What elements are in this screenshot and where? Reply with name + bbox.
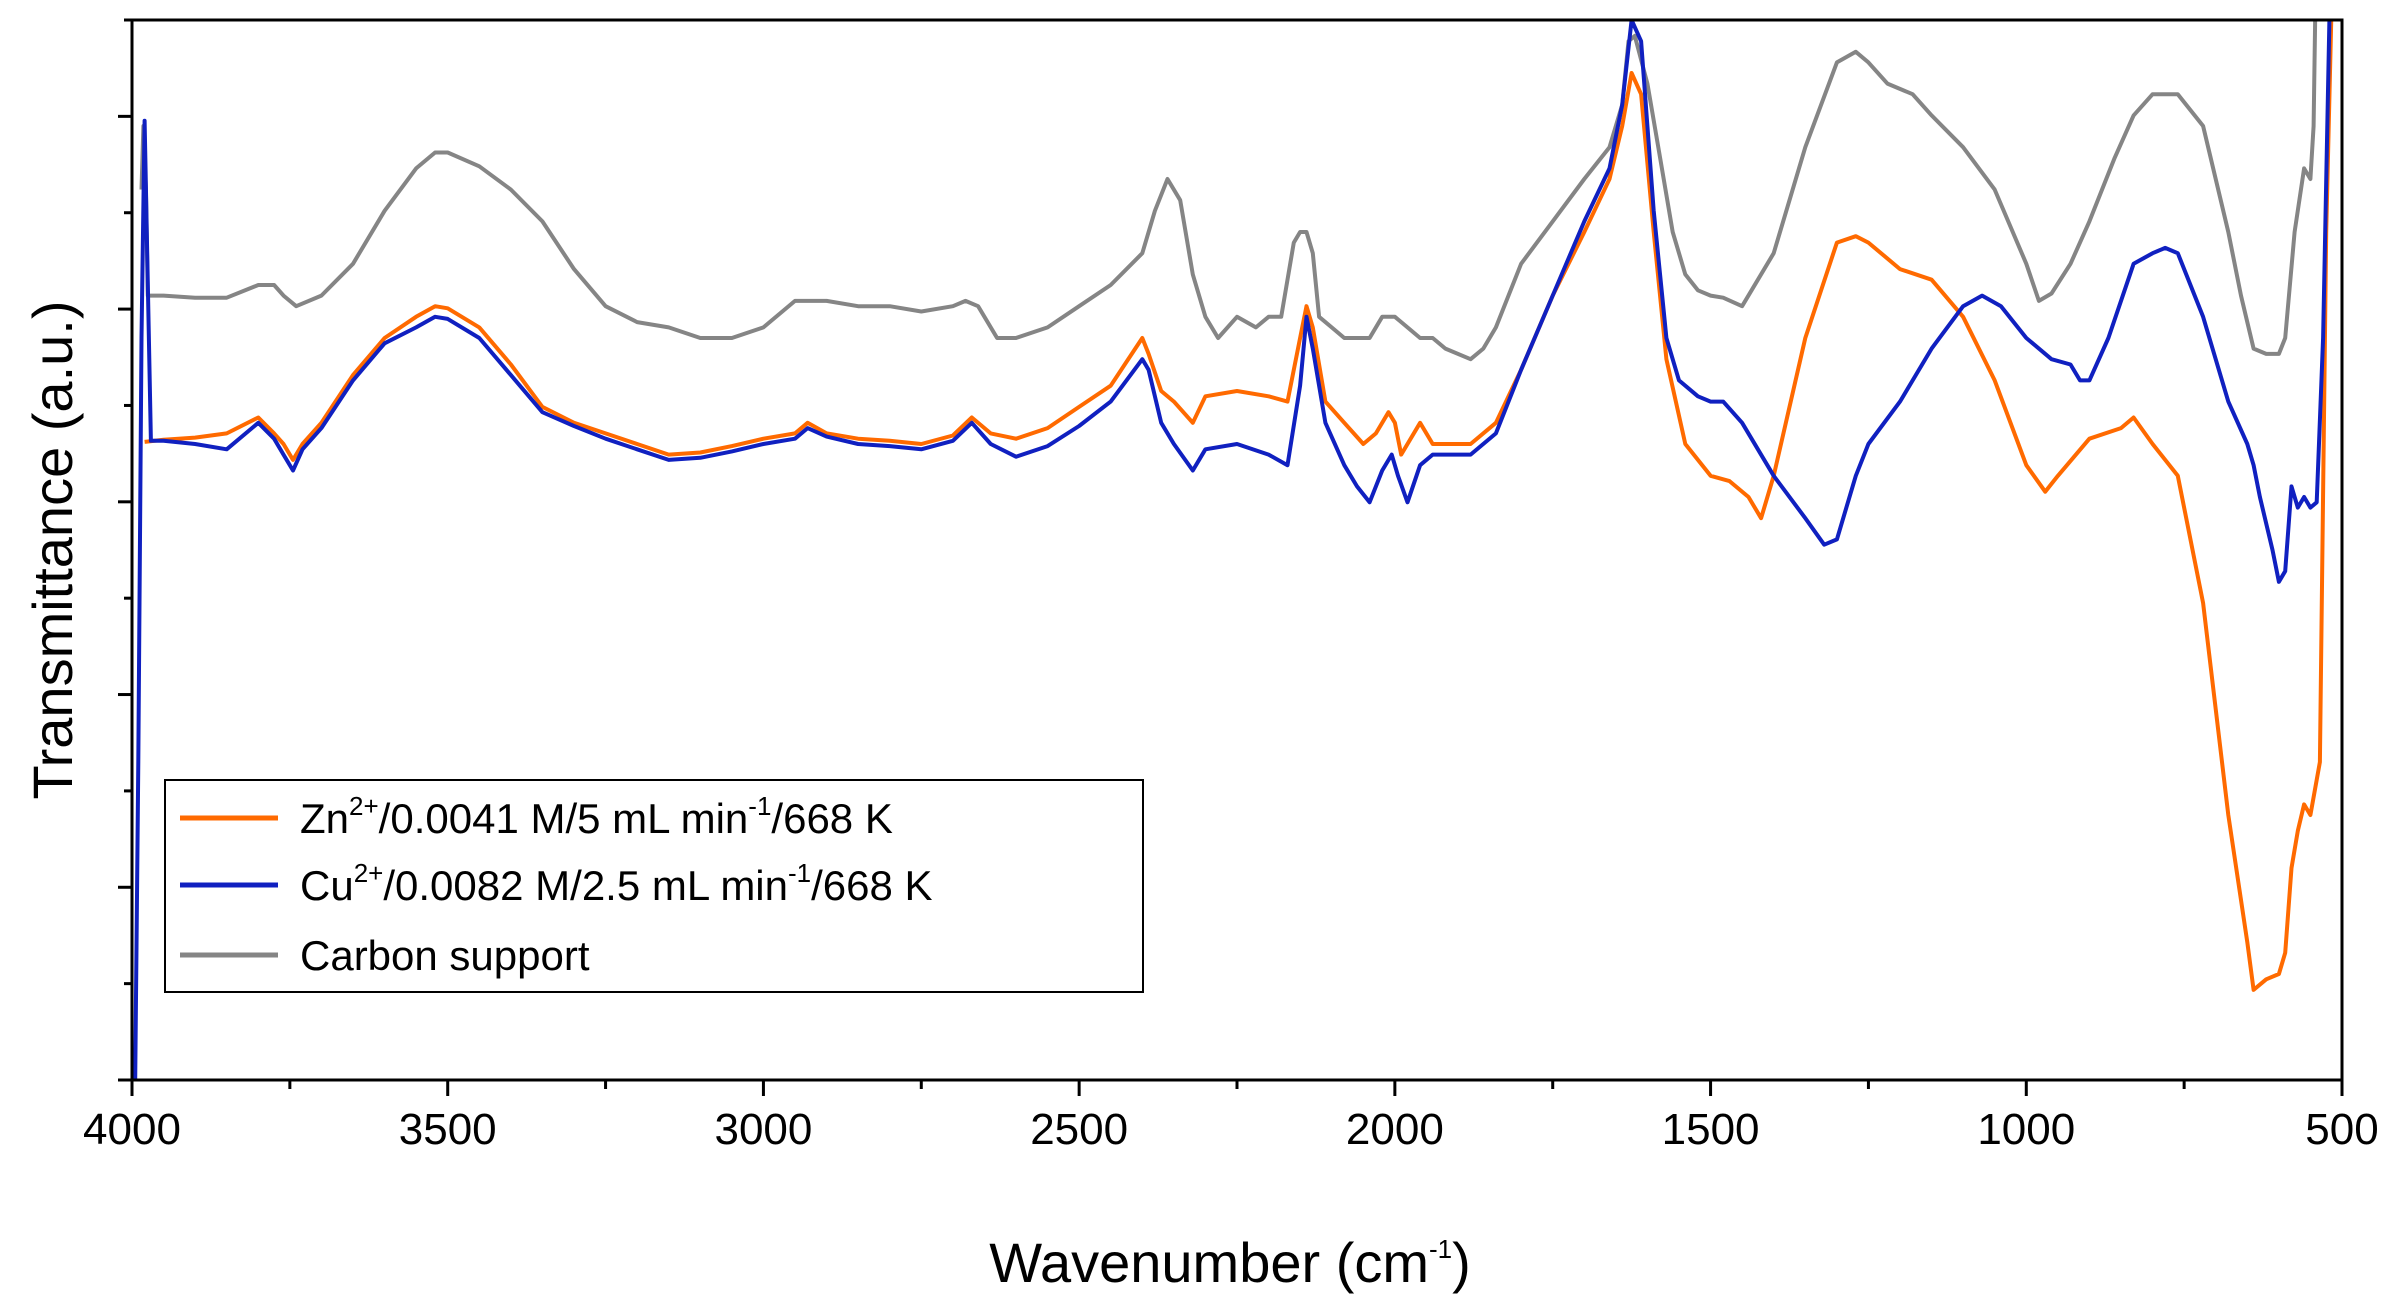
legend-cu-part-3: -1	[788, 858, 811, 888]
series-line-cu	[133, 20, 2332, 1080]
x-axis-title-end: )	[1452, 1231, 1471, 1294]
x-tick-label: 2500	[1030, 1105, 1128, 1154]
series-group	[133, 20, 2334, 1080]
x-tick-label: 1500	[1662, 1105, 1760, 1154]
x-axis-title-sup: -1	[1429, 1234, 1452, 1264]
legend-label-zn: Zn2+/0.0041 M/5 mL min-1/668 K	[300, 791, 893, 842]
legend-label-carbon: Carbon support	[300, 932, 590, 979]
series-line-carbon	[139, 20, 2318, 362]
legend-cu-part-4: /668 K	[811, 862, 932, 909]
legend-box	[164, 779, 1144, 993]
x-axis-ticks: 4000 3500 3000 2500 2000 1500 1000 500	[83, 1080, 2379, 1154]
series-line-zn	[144, 20, 2334, 992]
x-tick-label: 4000	[83, 1105, 181, 1154]
legend-zn-part-1: 2+	[349, 791, 379, 821]
x-tick-label: 1000	[1977, 1105, 2075, 1154]
x-tick-label: 3500	[399, 1105, 497, 1154]
legend-carbon-part-0: Carbon support	[300, 932, 590, 979]
x-tick-label: 3000	[714, 1105, 812, 1154]
legend-zn-part-0: Zn	[300, 795, 349, 842]
y-axis-title: Transmittance (a.u.)	[21, 301, 84, 800]
legend-cu-part-0: Cu	[300, 862, 354, 909]
legend: Zn2+/0.0041 M/5 mL min-1/668 K Cu2+/0.00…	[164, 779, 1144, 993]
y-axis-ticks	[118, 18, 132, 1082]
x-axis-title-main: Wavenumber (cm	[989, 1231, 1429, 1294]
legend-cu-part-1: 2+	[354, 858, 384, 888]
x-tick-label: 2000	[1346, 1105, 1444, 1154]
legend-label-cu: Cu2+/0.0082 M/2.5 mL min-1/668 K	[300, 858, 933, 909]
x-tick-label: 500	[2305, 1105, 2378, 1154]
legend-zn-part-3: -1	[748, 791, 771, 821]
legend-cu-part-2: /0.0082 M/2.5 mL min	[383, 862, 788, 909]
legend-zn-part-2: /0.0041 M/5 mL min	[379, 795, 749, 842]
legend-zn-part-4: /668 K	[771, 795, 892, 842]
x-axis-title: Wavenumber (cm-1)	[989, 1231, 1471, 1294]
